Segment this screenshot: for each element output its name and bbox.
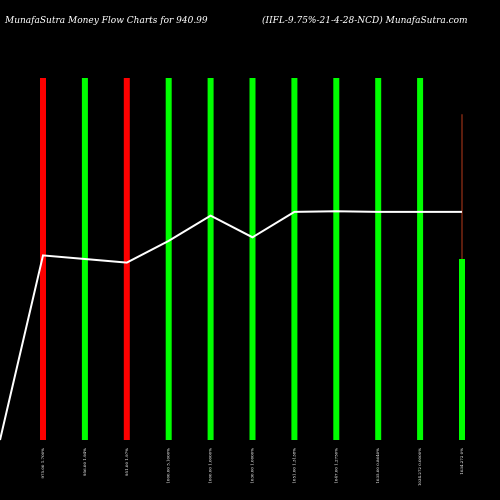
line-layer xyxy=(0,210,462,441)
bar-11 xyxy=(459,259,465,440)
x-tick-label: 956.00 1.94% xyxy=(82,448,87,476)
x-tick-label: 1035.00 0.8640% xyxy=(375,448,380,484)
x-tick-label: 1047.00 1.2750% xyxy=(333,448,338,484)
x-tick-label: 1034.272 0% xyxy=(459,448,464,475)
x-tick-label: 975.00 1.700% xyxy=(40,448,45,479)
bar-8 xyxy=(333,78,340,440)
money-flow-line xyxy=(0,210,462,441)
chart-title-right: (IIFL-9.75%-21-4-28-NCD) MunafaSutra.com xyxy=(262,15,468,26)
x-tick-label: 951.00 1.97% xyxy=(124,448,129,476)
bar-10 xyxy=(417,78,424,440)
bar-3 xyxy=(123,78,130,440)
chart-title-left: MunafaSutra Money Flow Charts for 940.99 xyxy=(4,16,208,26)
x-tick-label: 1030.00 1.0000% xyxy=(250,448,255,484)
x-tick-labels: 975.00 1.700% 956.00 1.94% 951.00 1.97% 100… xyxy=(40,448,464,486)
bar-7 xyxy=(291,78,298,440)
bar-6 xyxy=(249,78,256,440)
x-tick-label: 1034.272 0.0000% xyxy=(417,448,422,486)
bar-5 xyxy=(207,78,214,440)
x-tick-label: 1051.00 1.3138% xyxy=(291,448,296,484)
x-tick-label: 1000.00 5.1000% xyxy=(166,448,171,484)
bar-4 xyxy=(165,78,172,440)
bar-9 xyxy=(375,78,382,440)
x-tick-label: 1000.00 1.0000% xyxy=(208,448,213,484)
